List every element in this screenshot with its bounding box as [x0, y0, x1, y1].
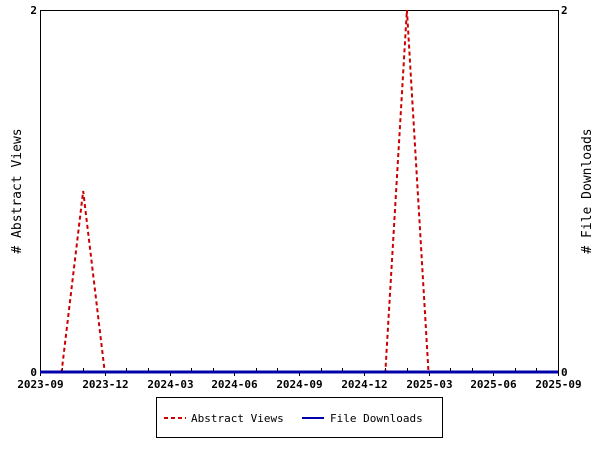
y2-tick-label: 2	[561, 4, 568, 17]
legend: Abstract Views File Downloads	[156, 397, 443, 438]
y-tick-label: 0	[30, 366, 37, 379]
plot-frame	[40, 10, 559, 373]
y-tick-label: 2	[30, 4, 37, 17]
x-tick-label: 2023-12	[82, 378, 128, 391]
x-tick-label: 2024-06	[211, 378, 258, 391]
series-line-abstract-views	[40, 9, 558, 373]
x-tick-label: 2025-06	[470, 378, 517, 391]
x-tick-label: 2024-09	[276, 378, 322, 391]
legend-label-abstract-views: Abstract Views	[191, 412, 284, 425]
y2-tick-label: 0	[561, 366, 568, 379]
x-tick-label: 2023-09	[17, 378, 63, 391]
y-axis-label: # Abstract Views	[10, 128, 25, 253]
x-tick-label: 2025-03	[406, 378, 452, 391]
x-tick-label: 2024-03	[147, 378, 193, 391]
y2-axis-label: # File Downloads	[580, 128, 595, 253]
x-tick-label: 2024-12	[341, 378, 387, 391]
x-tick-label: 2025-09	[535, 378, 581, 391]
legend-label-file-downloads: File Downloads	[330, 412, 423, 425]
